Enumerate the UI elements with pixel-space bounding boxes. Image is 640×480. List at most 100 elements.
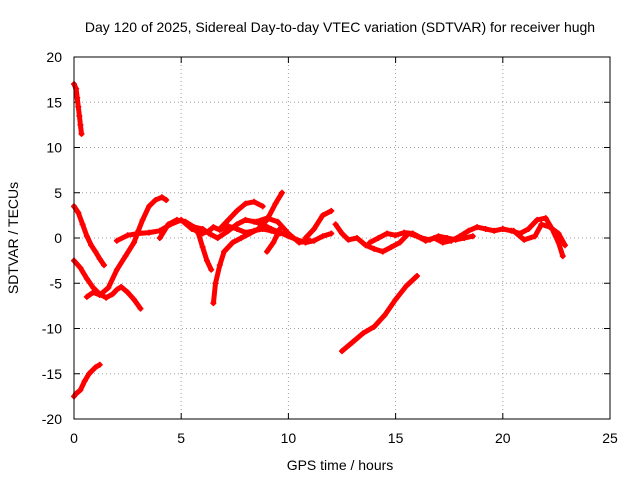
data-point xyxy=(246,230,253,237)
data-point xyxy=(285,230,292,237)
data-point xyxy=(131,239,138,246)
x-tick-label: 10 xyxy=(281,430,297,446)
data-point xyxy=(96,255,103,262)
x-tick-label: 25 xyxy=(602,430,618,446)
data-point xyxy=(510,227,517,234)
data-point xyxy=(409,230,416,237)
data-point xyxy=(259,203,266,210)
data-point xyxy=(86,370,93,377)
data-point xyxy=(546,224,553,231)
x-tick-label: 15 xyxy=(388,430,404,446)
trace-sat-p xyxy=(339,273,420,354)
y-tick-label: 5 xyxy=(54,185,62,201)
data-point xyxy=(199,244,206,251)
data-point xyxy=(263,248,270,255)
data-point xyxy=(212,280,219,287)
data-point xyxy=(426,236,433,243)
data-point xyxy=(319,233,326,240)
data-point xyxy=(216,262,223,269)
data-point xyxy=(242,200,249,207)
data-point xyxy=(371,245,378,252)
data-point xyxy=(113,237,120,244)
data-point xyxy=(88,242,95,249)
data-point xyxy=(83,275,90,282)
data-point xyxy=(555,230,562,237)
data-point xyxy=(328,207,335,214)
y-tick-label: 10 xyxy=(46,140,62,156)
data-point xyxy=(131,296,138,303)
data-point xyxy=(255,225,262,232)
x-tick-label: 0 xyxy=(70,430,78,446)
data-point xyxy=(491,227,498,234)
data-point xyxy=(354,235,361,241)
data-point xyxy=(225,227,232,234)
data-point xyxy=(525,225,532,232)
data-point xyxy=(482,225,489,232)
data-point xyxy=(233,221,240,228)
data-point xyxy=(122,253,129,260)
x-tick-label: 5 xyxy=(177,430,185,446)
data-point xyxy=(156,235,163,241)
data-point xyxy=(74,94,81,101)
data-point xyxy=(435,233,442,240)
y-axis-label: SDTVAR / TECUs xyxy=(5,182,21,294)
data-point xyxy=(113,266,120,273)
data-point xyxy=(210,224,217,231)
data-traces xyxy=(71,81,568,400)
data-point xyxy=(81,377,88,384)
y-tick-label: -5 xyxy=(50,275,63,291)
data-point xyxy=(251,198,258,205)
y-tick-label: -15 xyxy=(42,366,62,382)
data-point xyxy=(339,230,345,237)
data-point xyxy=(538,221,545,228)
data-point xyxy=(216,225,223,232)
data-point xyxy=(182,218,189,225)
data-point xyxy=(96,292,103,299)
data-point xyxy=(152,196,159,203)
data-point xyxy=(77,387,84,394)
data-point xyxy=(349,339,356,346)
data-point xyxy=(101,262,108,269)
data-point xyxy=(302,235,309,241)
data-point xyxy=(229,239,236,246)
plot-frame xyxy=(73,56,611,420)
data-point xyxy=(461,235,468,241)
data-point xyxy=(332,221,339,228)
data-point xyxy=(253,218,260,225)
data-point xyxy=(306,237,313,244)
data-point xyxy=(146,203,153,210)
data-point xyxy=(276,225,283,232)
data-point xyxy=(238,235,245,241)
data-point xyxy=(163,196,170,203)
data-point xyxy=(83,233,90,240)
data-point xyxy=(542,215,549,222)
data-point xyxy=(452,236,459,243)
data-point xyxy=(559,253,566,260)
data-point xyxy=(272,200,279,207)
data-point xyxy=(195,230,202,237)
data-point xyxy=(103,294,110,301)
data-point xyxy=(263,215,270,222)
data-point xyxy=(75,209,82,216)
y-tick-label: 20 xyxy=(46,49,62,65)
data-point xyxy=(339,348,345,355)
data-point xyxy=(96,361,103,368)
data-point xyxy=(191,224,198,231)
data-point xyxy=(77,264,84,271)
data-point xyxy=(146,229,153,236)
data-point xyxy=(109,291,116,298)
data-point xyxy=(444,235,451,241)
data-point xyxy=(392,296,399,303)
data-point xyxy=(392,232,399,239)
data-point xyxy=(403,282,410,289)
data-point xyxy=(319,212,326,219)
data-point xyxy=(135,230,142,237)
data-point xyxy=(210,300,217,307)
data-point xyxy=(90,289,97,296)
data-point xyxy=(92,364,99,371)
data-point xyxy=(173,216,180,223)
data-point xyxy=(521,236,528,243)
data-point xyxy=(401,229,408,236)
data-point xyxy=(531,233,538,240)
data-point xyxy=(79,221,86,228)
